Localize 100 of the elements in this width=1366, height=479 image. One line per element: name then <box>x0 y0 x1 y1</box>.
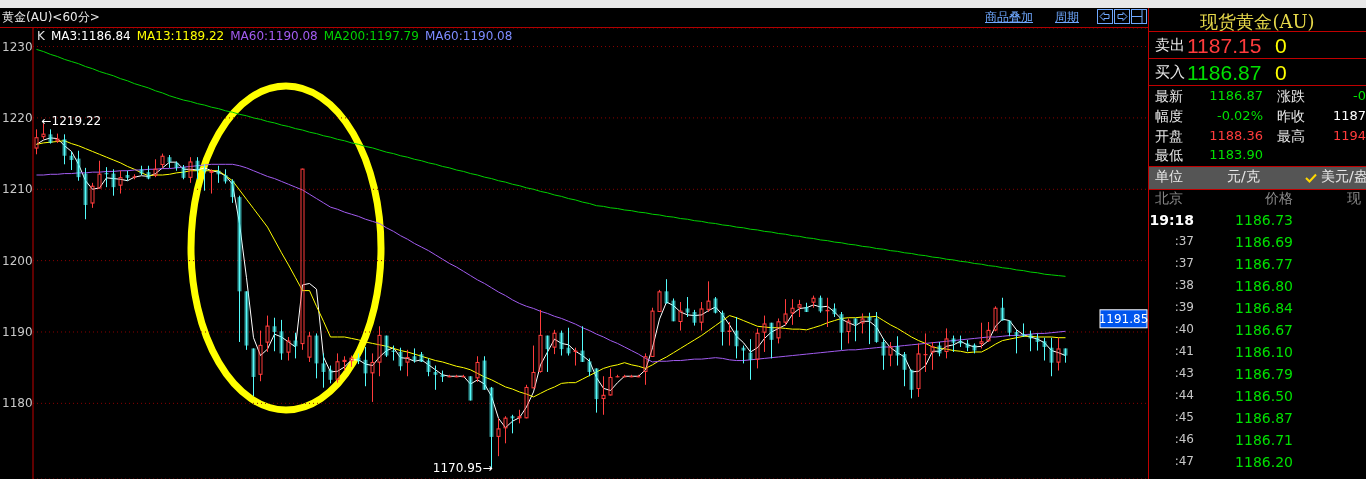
candlestick <box>405 349 410 377</box>
text: MA200:1197.79 <box>323 29 419 43</box>
candlestick <box>818 295 823 314</box>
candlestick <box>433 365 438 391</box>
candlestick <box>398 347 403 372</box>
candlestick <box>853 317 858 342</box>
text: :38 <box>1174 278 1194 293</box>
candlestick <box>713 296 718 314</box>
candlestick <box>146 165 151 180</box>
text: :44 <box>1174 388 1194 403</box>
y-tick-label: 1220 <box>2 110 33 125</box>
candlestick <box>944 327 949 359</box>
text: :45 <box>1174 410 1194 425</box>
candlestick <box>979 322 984 349</box>
candlestick <box>580 325 585 363</box>
text: 1186.79 <box>1235 366 1293 383</box>
text: 卖出 <box>1155 36 1185 54</box>
text: 1186.80 <box>1235 278 1293 295</box>
candlestick <box>769 322 774 359</box>
text: :46 <box>1174 432 1194 447</box>
text: 1186.20 <box>1235 454 1293 471</box>
candlestick <box>468 375 473 401</box>
candlestick <box>1042 337 1047 362</box>
text: :41 <box>1174 344 1194 359</box>
text: 1187.15 <box>1187 34 1262 58</box>
text: 0 <box>1275 34 1287 58</box>
candlestick <box>1000 297 1005 322</box>
candlestick <box>426 357 431 377</box>
candlestick <box>930 341 935 371</box>
candlestick <box>902 351 907 387</box>
text: 最新 <box>1155 88 1183 105</box>
text: 幅度 <box>1155 108 1183 125</box>
text: 1186.71 <box>1235 432 1293 449</box>
y-tick-label: 1180 <box>2 396 33 411</box>
text: 1186.77 <box>1235 256 1293 273</box>
text: MA13:1189.22 <box>136 29 225 43</box>
annotation: 1170.95→ <box>432 460 493 475</box>
y-tick-label: 1190 <box>2 325 33 339</box>
candlestick <box>76 150 81 182</box>
text: 1186.69 <box>1235 234 1293 251</box>
candlestick <box>496 417 501 457</box>
text: :39 <box>1174 300 1194 315</box>
text: 北京 <box>1155 190 1183 207</box>
candlestick <box>272 317 277 352</box>
candlestick <box>251 347 256 397</box>
text: 1187 <box>1332 108 1366 124</box>
text: 1186.87 <box>1235 410 1293 427</box>
candlestick <box>419 351 424 363</box>
candlestick <box>1063 347 1068 364</box>
candlestick <box>895 335 900 367</box>
candlestick <box>412 347 417 364</box>
text: MA60:1190.08 <box>230 29 318 43</box>
text: 19:18 <box>1149 212 1194 229</box>
text: 1186.10 <box>1235 344 1293 361</box>
text: MA3:1186.84 <box>50 29 131 43</box>
candlestick <box>1049 337 1054 377</box>
candlestick <box>972 342 977 354</box>
text: 1186.87 <box>1209 88 1263 104</box>
candlestick <box>342 355 347 372</box>
candlestick <box>664 278 669 304</box>
candlestick <box>48 128 53 145</box>
text: 现货黄金(AU) <box>1199 10 1316 34</box>
text: 价格 <box>1265 190 1293 207</box>
chart-title: 黄金(AU)<60分> <box>2 9 100 26</box>
text: :40 <box>1174 322 1194 337</box>
candlestick <box>881 337 886 371</box>
candlestick <box>83 167 88 220</box>
text: :43 <box>1174 366 1194 381</box>
y-tick-label: 1210 <box>2 182 33 197</box>
candlestick <box>874 311 879 344</box>
text: 1186.87 <box>1187 61 1262 85</box>
text: -0.02% <box>1217 108 1263 124</box>
y-tick-label: 1200 <box>2 253 33 268</box>
text: :47 <box>1174 454 1194 469</box>
candlestick <box>685 296 690 318</box>
candlestick <box>328 365 333 384</box>
candlestick <box>62 133 67 165</box>
candlestick <box>692 309 697 327</box>
candlestick <box>384 335 389 358</box>
candlestick <box>937 341 942 357</box>
candlestick <box>601 375 606 416</box>
candlestick <box>965 339 970 352</box>
candlestick <box>1007 320 1012 337</box>
candlestick <box>727 321 732 347</box>
candlestick <box>909 369 914 399</box>
candlestick <box>195 156 200 180</box>
text: 1194 <box>1332 128 1366 144</box>
candlestick <box>790 298 795 326</box>
candlestick <box>741 345 746 364</box>
candlestick <box>762 315 767 353</box>
text: -0 <box>1353 88 1366 104</box>
candlestick <box>594 367 599 414</box>
candlestick <box>370 352 375 403</box>
text: 0 <box>1275 61 1287 85</box>
candlestick <box>671 297 676 322</box>
candlestick <box>482 355 487 391</box>
text: 1188.36 <box>1209 128 1263 144</box>
candlestick <box>1035 332 1040 352</box>
candlestick <box>363 346 368 387</box>
candlestick <box>314 332 319 379</box>
